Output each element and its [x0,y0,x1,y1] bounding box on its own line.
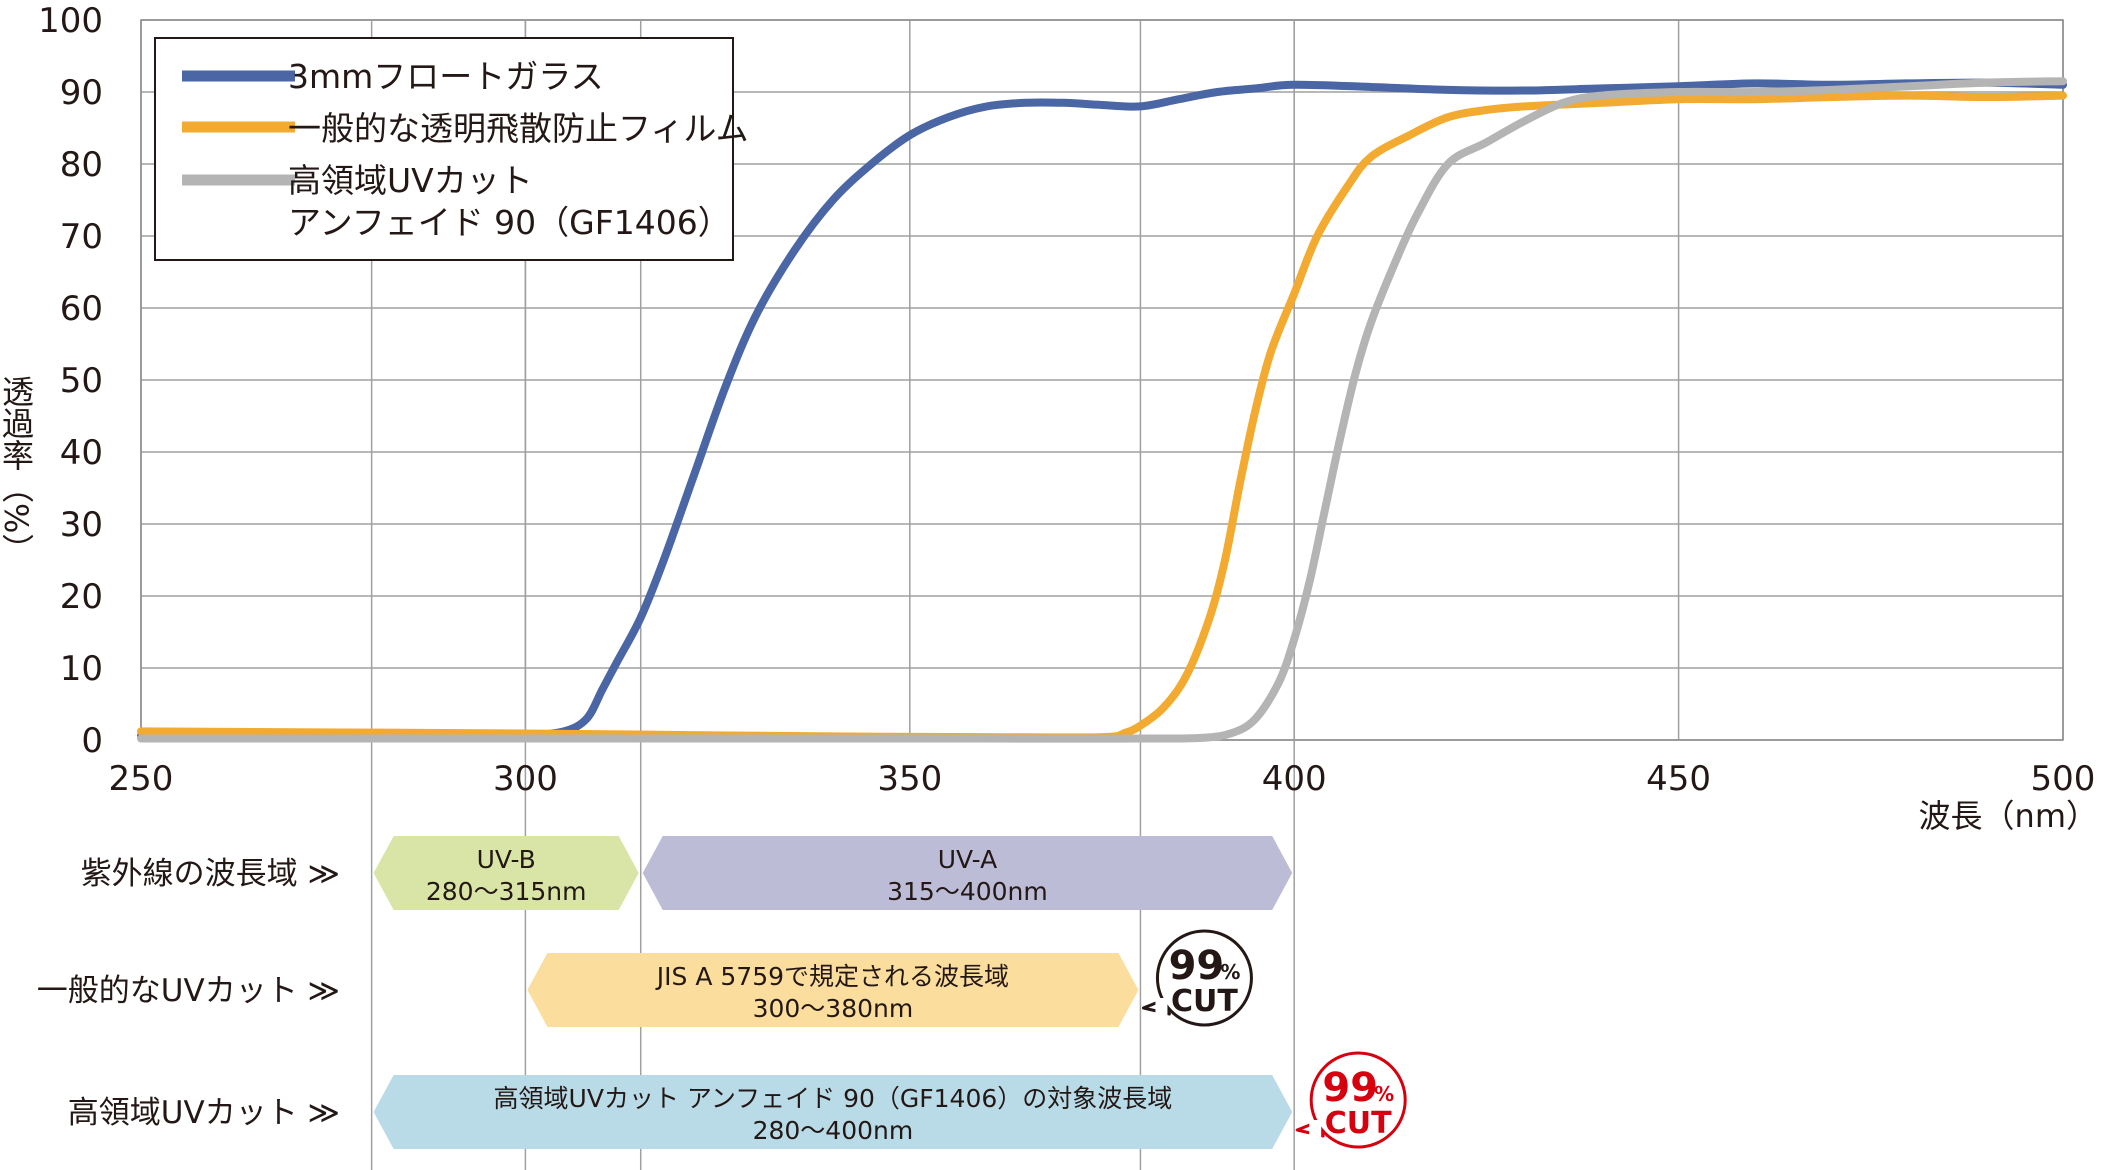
badge-value: 99 [1322,1065,1378,1111]
cut-badge: 99%CUT [1141,929,1253,1027]
y-tick-label: 30 [60,505,103,545]
badge-value: 99 [1169,943,1225,989]
legend-label-gf1406: 高領域UVカットアンフェイド 90（GF1406） [288,161,731,242]
x-tick-label: 350 [877,759,942,799]
badge-percent: % [1374,1082,1394,1106]
y-tick-label: 80 [60,145,103,185]
x-axis-label: 波長（nm） [1919,797,2098,835]
wavelength-band [373,836,639,910]
y-tick-label: 60 [60,289,103,329]
badge-cut: CUT [1325,1106,1392,1141]
x-tick-label: 400 [1262,759,1327,799]
y-axis-label: 透過率（%） [0,375,35,565]
wavelength-band [373,1075,1293,1149]
band-name: 高領域UVカット アンフェイド 90（GF1406）の対象波長域 [494,1084,1173,1113]
band-range: 315〜400nm [887,877,1048,906]
band-range: 280〜400nm [753,1116,914,1145]
band-row-label: 高領域UVカット ≫ [68,1095,340,1131]
x-tick-label: 300 [493,759,558,799]
y-tick-label: 70 [60,217,103,257]
series-lines [137,77,2067,743]
band-row-label: 紫外線の波長域 ≫ [81,856,340,892]
band-name: JIS A 5759で規定される波長域 [655,962,1009,991]
x-tick-label: 250 [109,759,174,799]
y-tick-label: 20 [60,577,103,617]
y-tick-label: 90 [60,73,103,113]
axis-ticks: 0 10 20 30 40 50 60 70 80 90 100 250 300 350 400 450 500 [38,1,2095,799]
legend-label-film: 一般的な透明飛散防止フィルム [288,109,749,148]
y-tick-label: 0 [81,721,103,761]
series-line-2 [137,77,2067,743]
badge-cut: CUT [1171,984,1238,1019]
series-line-0 [137,78,2067,740]
cut-badge: 99%CUT [1295,1051,1407,1149]
legend: 3mmフロートガラス 一般的な透明飛散防止フィルム 高領域UVカットアンフェイド… [154,37,749,261]
band-range: 280〜315nm [426,877,587,906]
wavelength-bands: 紫外線の波長域 ≫ UV-B 280〜315nm UV-A 315〜400nm 一般的なU… [37,836,1407,1149]
band-row-label: 一般的なUVカット ≫ [37,973,340,1009]
x-tick-label: 450 [1646,759,1711,799]
band-name: UV-B [477,845,536,874]
band-name: UV-A [938,845,998,874]
x-tick-label: 500 [2031,759,2096,799]
y-tick-label: 50 [60,361,103,401]
wavelength-band [642,836,1293,910]
legend-label-float-glass: 3mmフロートガラス [288,57,604,96]
wavelength-band [527,953,1139,1027]
y-tick-label: 100 [38,1,103,41]
band-range: 300〜380nm [753,994,914,1023]
y-tick-label: 40 [60,433,103,473]
badge-percent: % [1220,960,1240,984]
y-tick-label: 10 [60,649,103,689]
